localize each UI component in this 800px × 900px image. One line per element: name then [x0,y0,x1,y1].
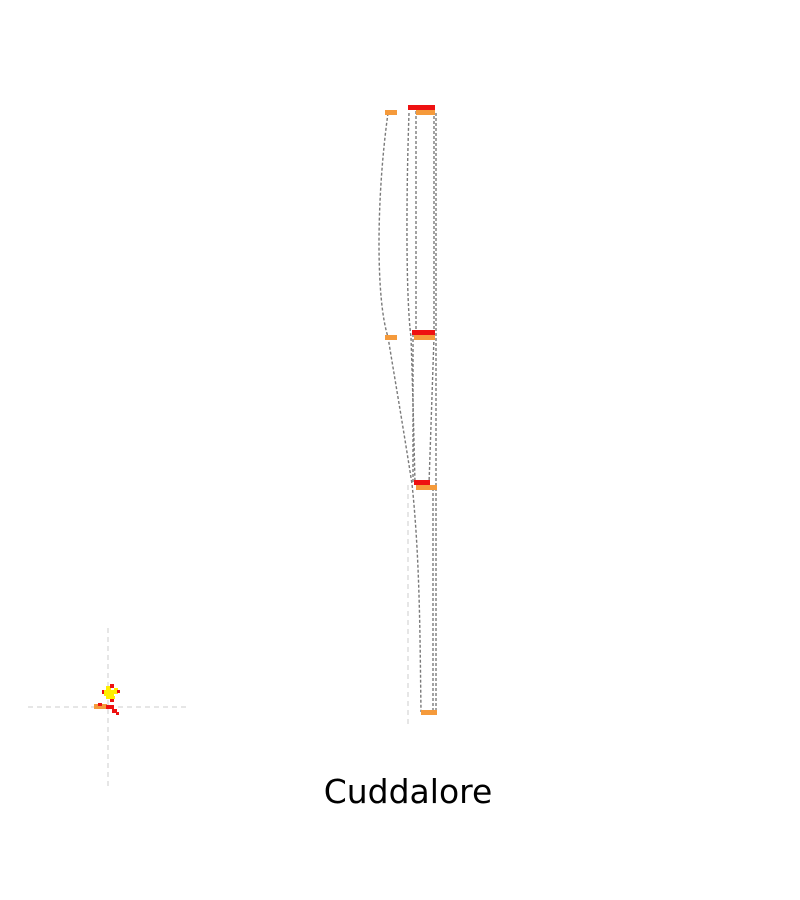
bar-marker [385,110,397,115]
bar-marker [414,480,430,485]
bar-marker [412,330,435,335]
bar-marker [421,710,437,715]
diagram-title: Cuddalore [323,772,493,811]
connector-line [406,112,416,485]
bar-marker [416,110,435,115]
connector-line [428,336,435,485]
cluster-marker [94,684,120,715]
connector-line [378,112,422,713]
bar-marker [385,335,397,340]
connector-lines [378,111,437,713]
bar-marker [408,105,435,110]
bar-marker [414,335,435,340]
bar-marker [416,485,437,490]
